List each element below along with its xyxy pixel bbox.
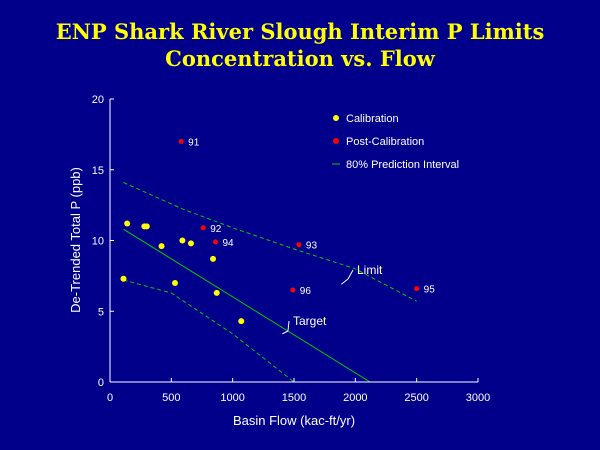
point-label: 93	[306, 241, 318, 252]
y-tick-label: 20	[92, 94, 104, 106]
x-axis-label: Basin Flow (kac-ft/yr)	[233, 413, 355, 428]
title-line-2: Concentration vs. Flow	[165, 46, 435, 71]
y-axis-label: De-Trended Total P (ppb)	[68, 167, 83, 313]
calibration-point	[210, 255, 217, 262]
legend-label-2: 80% Prediction Interval	[346, 159, 459, 171]
callout-label-limit: Limit	[357, 263, 383, 277]
line-lower	[123, 279, 295, 383]
x-tick-label: 2500	[404, 392, 428, 404]
post-calibration-point	[212, 239, 218, 245]
plot-points: 91 92 93 94 95 96	[120, 137, 436, 325]
calibration-point	[120, 275, 127, 282]
legend-label-0: Calibration	[346, 113, 399, 125]
y-tick-label: 5	[98, 306, 104, 318]
point-label: 95	[424, 285, 436, 296]
legend-marker-0	[333, 115, 339, 121]
callout-line-limit	[341, 278, 349, 285]
legend-label-1: Post-Calibration	[346, 136, 424, 148]
post-calibration-point	[296, 242, 302, 248]
y-tick-label: 15	[92, 165, 104, 177]
x-tick-label: 1500	[282, 392, 306, 404]
x-tick-label: 3000	[466, 392, 490, 404]
post-calibration-point	[414, 286, 420, 292]
legend: Calibration Post-Calibration 80% Predictio…	[332, 113, 459, 171]
calibration-point	[143, 223, 150, 230]
point-label: 96	[300, 286, 312, 297]
line-limit	[123, 182, 417, 302]
calibration-point	[172, 279, 179, 286]
x-tick-label: 2000	[343, 392, 367, 404]
line-target	[123, 228, 371, 383]
point-label: 94	[222, 238, 234, 249]
slide-title: ENP Shark River Slough Interim P Limits …	[0, 18, 600, 72]
x-tick-label: 500	[162, 392, 180, 404]
post-calibration-point	[200, 225, 206, 231]
y-tick-label: 10	[92, 236, 104, 248]
x-tick-label: 0	[107, 392, 113, 404]
y-tick-label: 0	[98, 377, 104, 389]
calibration-point	[238, 318, 245, 325]
calibration-point	[179, 237, 186, 244]
plot-lines: Limit Target	[123, 182, 417, 383]
calibration-point	[187, 240, 194, 247]
post-calibration-point	[178, 138, 184, 144]
legend-marker-1	[333, 138, 339, 144]
point-label: 92	[210, 224, 222, 235]
post-calibration-point	[290, 287, 296, 293]
plot-axes: 0 5 10 15 20 0 500 1000 1500 2000 2500 3000	[92, 94, 490, 404]
callout-connector-limit	[347, 269, 354, 280]
title-line-1: ENP Shark River Slough Interim P Limits	[55, 19, 545, 44]
calibration-point	[213, 289, 220, 296]
callout-connector-target	[287, 320, 290, 332]
point-label: 91	[188, 137, 200, 148]
callout-label-target: Target	[293, 314, 327, 328]
callout-line-target	[282, 330, 289, 335]
calibration-point	[158, 243, 165, 250]
x-tick-label: 1000	[220, 392, 244, 404]
calibration-point	[124, 220, 131, 227]
